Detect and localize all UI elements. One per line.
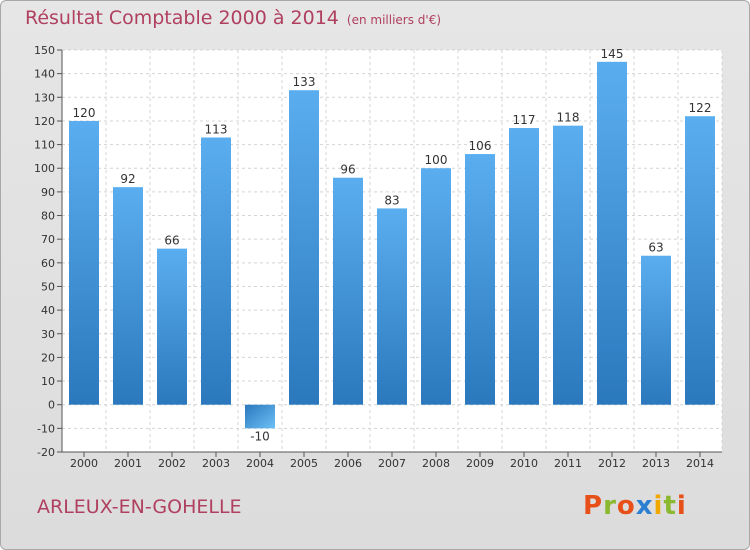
bar-2009 — [465, 154, 495, 405]
value-label-2002: 66 — [164, 234, 179, 248]
logo-letter: r — [603, 491, 617, 521]
bar-2008 — [421, 168, 451, 405]
value-label-2004: -10 — [250, 429, 270, 443]
value-label-2012: 145 — [601, 47, 624, 61]
ytick-label-120: 120 — [34, 115, 55, 128]
bar-2007 — [377, 208, 407, 405]
logo-letter: i — [653, 491, 664, 521]
xtick-label-2008: 2008 — [422, 457, 450, 470]
bar-2010 — [509, 128, 539, 405]
ytick-label-60: 60 — [41, 257, 55, 270]
ytick-label-140: 140 — [34, 68, 55, 81]
ytick-label-70: 70 — [41, 233, 55, 246]
ytick-label-130: 130 — [34, 91, 55, 104]
xtick-label-2009: 2009 — [466, 457, 494, 470]
value-label-2005: 133 — [293, 75, 316, 89]
value-label-2001: 92 — [120, 172, 135, 186]
town-name: ARLEUX-EN-GOHELLE — [37, 496, 242, 518]
ytick-label-150: 150 — [34, 44, 55, 57]
xtick-label-2011: 2011 — [554, 457, 582, 470]
ytick-label-80: 80 — [41, 210, 55, 223]
xtick-label-2003: 2003 — [202, 457, 230, 470]
value-label-2010: 117 — [513, 113, 536, 127]
bar-2006 — [333, 177, 363, 405]
xtick-label-2001: 2001 — [114, 457, 142, 470]
value-label-2014: 122 — [689, 101, 712, 115]
logo-letter: i — [676, 491, 687, 521]
bar-2005 — [289, 90, 319, 405]
value-label-2007: 83 — [384, 193, 399, 207]
ytick-label-50: 50 — [41, 280, 55, 293]
chart-title: Résultat Comptable 2000 à 2014 (en millie… — [25, 7, 441, 29]
chart-subtitle: (en milliers d'€) — [346, 13, 442, 27]
value-label-2006: 96 — [340, 163, 355, 177]
bar-2000 — [69, 120, 99, 405]
ytick-label-0: 0 — [48, 399, 55, 412]
xtick-label-2006: 2006 — [334, 457, 362, 470]
bar-2012 — [597, 61, 627, 405]
bar-2002 — [157, 248, 187, 405]
bar-2013 — [641, 255, 671, 405]
xtick-label-2000: 2000 — [70, 457, 98, 470]
xtick-label-2004: 2004 — [246, 457, 274, 470]
bar-2003 — [201, 137, 231, 405]
ytick-label-30: 30 — [41, 328, 55, 341]
value-label-2003: 113 — [205, 122, 228, 136]
ytick-label-90: 90 — [41, 186, 55, 199]
value-label-2011: 118 — [557, 111, 580, 125]
xtick-label-2013: 2013 — [642, 457, 670, 470]
ytick-label-20: 20 — [41, 351, 55, 364]
logo-letter: x — [635, 491, 654, 521]
xtick-label-2014: 2014 — [686, 457, 714, 470]
proxiti-logo: Proxiti — [583, 491, 687, 521]
bar-2001 — [113, 187, 143, 405]
ytick-label-10: 10 — [41, 375, 55, 388]
xtick-label-2002: 2002 — [158, 457, 186, 470]
ytick-label-100: 100 — [34, 162, 55, 175]
logo-letter: o — [616, 491, 636, 521]
value-label-2009: 106 — [469, 139, 492, 153]
xtick-label-2007: 2007 — [378, 457, 406, 470]
value-label-2008: 100 — [425, 153, 448, 167]
bar-2011 — [553, 125, 583, 405]
ytick-label--20: -20 — [37, 446, 55, 459]
bars: 120 92 66 113 -10 133 96 83 100 106 117 118 145 63 122 — [69, 47, 715, 443]
logo-letter: P — [583, 491, 604, 521]
xtick-label-2012: 2012 — [598, 457, 626, 470]
axes: -20 -10 0 10 20 30 40 50 60 70 80 90 100 110 120 130 140… — [34, 44, 722, 470]
chart-title-text: Résultat Comptable 2000 à 2014 — [25, 7, 339, 29]
logo-letter: t — [663, 491, 677, 521]
xtick-label-2010: 2010 — [510, 457, 538, 470]
xtick-label-2005: 2005 — [290, 457, 318, 470]
bar-2004 — [245, 404, 275, 429]
ytick-label--10: -10 — [37, 422, 55, 435]
value-label-2000: 120 — [73, 106, 96, 120]
ytick-label-110: 110 — [34, 139, 55, 152]
bar-2014 — [685, 116, 715, 405]
value-label-2013: 63 — [648, 241, 663, 255]
ytick-label-40: 40 — [41, 304, 55, 317]
